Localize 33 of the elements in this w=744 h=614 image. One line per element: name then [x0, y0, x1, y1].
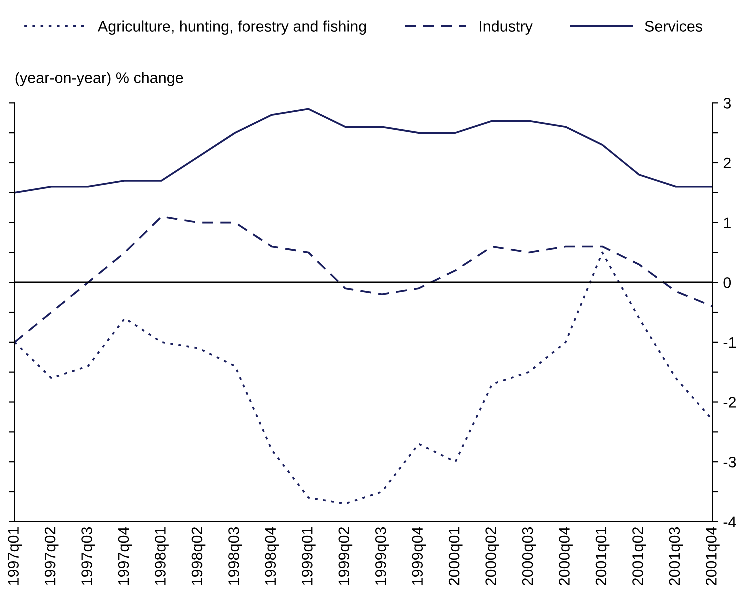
y-tick-label: -1 — [724, 337, 736, 348]
x-tick-label: 1998q03 — [228, 527, 242, 586]
x-tick-label: 2000q03 — [522, 527, 536, 586]
x-tick-label: 1998q01 — [155, 528, 169, 586]
y-tick-label: -3 — [724, 456, 736, 468]
y-axis-title: (year-on-year) % change — [16, 72, 184, 86]
y-tick-label: 3 — [724, 98, 731, 109]
x-tick-label: 1998q02 — [192, 528, 206, 586]
x-tick-label: 1997q04 — [118, 527, 132, 586]
x-tick-label: 2001q04 — [706, 527, 720, 586]
y-tick-label: -4 — [724, 516, 736, 528]
x-tick-label: 2001q03 — [669, 527, 684, 586]
legend-label: Industry — [480, 20, 533, 35]
x-tick-label: 1999q03 — [375, 527, 390, 586]
x-tick-label: 2000q01 — [448, 528, 463, 586]
x-tick-label: 1997q03 — [82, 527, 96, 586]
y-tick-label: 2 — [724, 158, 731, 169]
y-tick-label: 0 — [724, 277, 732, 288]
x-tick-label: 2000q02 — [486, 528, 500, 586]
x-tick-label: 1998q04 — [265, 527, 280, 586]
y-tick-label: 1 — [724, 218, 731, 228]
y-tick-label: -2 — [724, 397, 736, 408]
x-tick-label: 1997q01 — [8, 528, 22, 586]
legend-label: Services — [645, 20, 703, 32]
legend-label: Agriculture, hunting, forestry and fishing — [98, 20, 366, 35]
x-tick-label: 2001q02 — [632, 528, 646, 586]
x-tick-label: 1999q02 — [338, 528, 353, 586]
x-tick-label: 2000q04 — [559, 527, 573, 586]
line-series — [14, 108, 713, 194]
x-tick-label: 2001q01 — [596, 528, 610, 586]
x-tick-label: 1999q01 — [302, 528, 316, 586]
x-tick-label: 1997q02 — [44, 528, 59, 586]
x-tick-label: 1999q04 — [412, 527, 426, 586]
